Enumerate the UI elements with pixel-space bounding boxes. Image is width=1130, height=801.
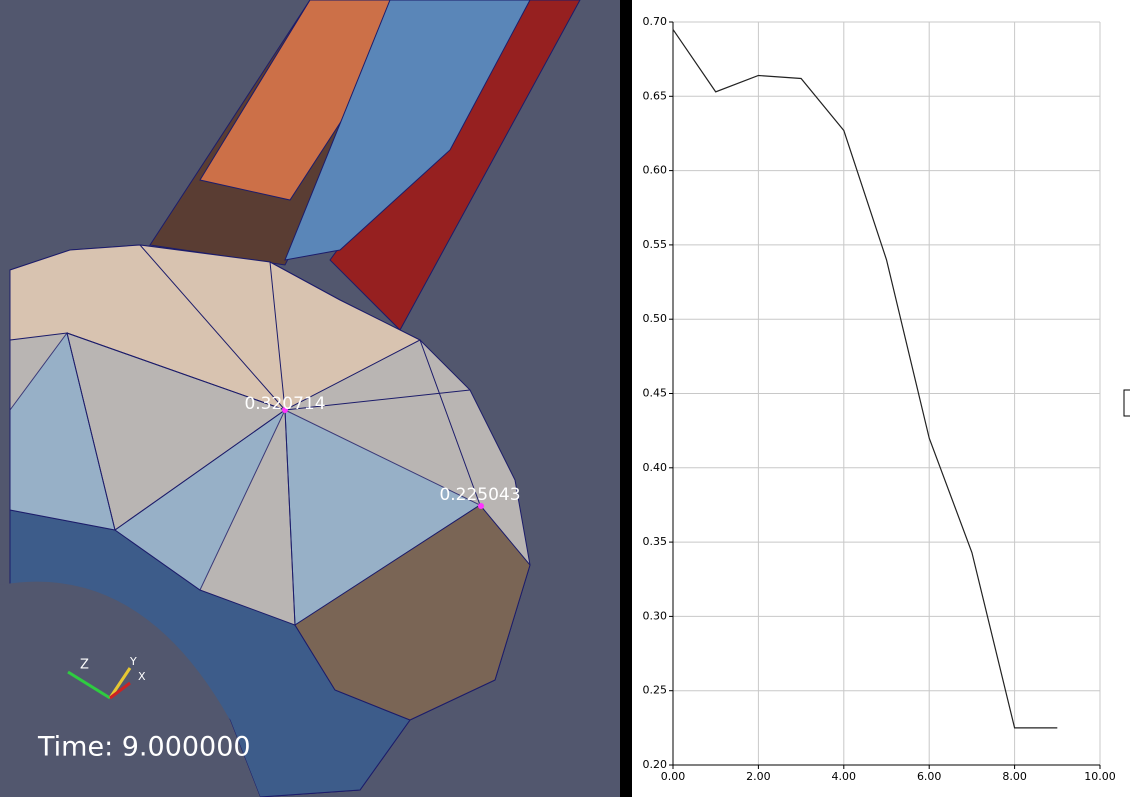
x-tick-label: 0.00 xyxy=(661,770,686,783)
annotation: 0.320714 xyxy=(244,394,325,414)
y-tick-label: 0.25 xyxy=(643,684,668,697)
x-tick-label: 10.00 xyxy=(1084,770,1116,783)
y-tick-label: 0.65 xyxy=(643,89,668,102)
y-tick-label: 0.30 xyxy=(643,609,668,622)
annotation: 0.225043 xyxy=(439,485,520,505)
y-tick-label: 0.60 xyxy=(643,164,668,177)
y-tick-label: 0.50 xyxy=(643,312,668,325)
y-tick-label: 0.55 xyxy=(643,238,668,251)
x-tick-label: 2.00 xyxy=(746,770,771,783)
axis-label: Y xyxy=(129,655,137,668)
y-tick-label: 0.70 xyxy=(643,15,668,28)
x-tick-label: 4.00 xyxy=(832,770,857,783)
x-tick-label: 6.00 xyxy=(917,770,942,783)
y-tick-label: 0.35 xyxy=(643,535,668,548)
splitter[interactable] xyxy=(620,0,632,797)
app: 0.320714 0.225043 Z Y X Time: 9.000000 0… xyxy=(0,0,1130,797)
time-label: Time: 9.000000 xyxy=(37,732,251,763)
render-view: 0.320714 0.225043 Z Y X Time: 9.000000 xyxy=(0,0,620,797)
page: 0.320714 0.225043 Z Y X Time: 9.000000 0… xyxy=(0,0,1130,797)
x-tick-label: 8.00 xyxy=(1002,770,1027,783)
axis-label: X xyxy=(138,670,146,683)
y-tick-label: 0.45 xyxy=(643,387,668,400)
chart-view xyxy=(632,0,1130,797)
axis-label: Z xyxy=(80,658,89,673)
y-tick-label: 0.40 xyxy=(643,461,668,474)
